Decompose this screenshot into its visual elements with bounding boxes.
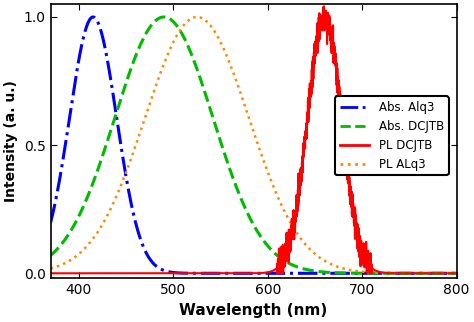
PL ALq3: [194, 15, 200, 19]
Abs. DCJTB: [112, 116, 118, 120]
Abs. DCJTB: [463, 271, 469, 275]
X-axis label: Wavelength (nm): Wavelength (nm): [180, 303, 328, 318]
PL ALq3: [87, 241, 92, 245]
Abs. Alq3: [455, 271, 461, 275]
PL ALq3: [409, 271, 415, 275]
Abs. DCJTB: [38, 260, 44, 264]
PL DCJTB: [463, 271, 469, 275]
Abs. Alq3: [409, 271, 415, 275]
Abs. Alq3: [112, 105, 118, 109]
Abs. Alq3: [463, 271, 469, 275]
PL DCJTB: [87, 271, 92, 275]
PL ALq3: [455, 271, 461, 275]
PL DCJTB: [455, 271, 461, 275]
PL DCJTB: [321, 5, 327, 8]
Line: PL DCJTB: PL DCJTB: [41, 6, 466, 273]
Line: Abs. DCJTB: Abs. DCJTB: [41, 17, 466, 273]
Abs. Alq3: [87, 18, 92, 22]
PL ALq3: [38, 269, 44, 272]
Abs. DCJTB: [87, 190, 92, 194]
Y-axis label: Intensity (a. u.): Intensity (a. u.): [4, 80, 18, 202]
Abs. Alq3: [220, 271, 226, 275]
Legend: Abs. Alq3, Abs. DCJTB, PL DCJTB, PL ALq3: Abs. Alq3, Abs. DCJTB, PL DCJTB, PL ALq3: [335, 96, 449, 175]
PL DCJTB: [201, 271, 207, 275]
Abs. DCJTB: [409, 271, 415, 275]
PL ALq3: [463, 271, 469, 275]
Abs. DCJTB: [220, 146, 226, 150]
Abs. DCJTB: [161, 15, 167, 19]
Abs. Alq3: [201, 271, 207, 275]
PL DCJTB: [219, 271, 225, 275]
PL DCJTB: [112, 271, 118, 275]
PL ALq3: [220, 44, 226, 48]
PL DCJTB: [38, 271, 44, 275]
Abs. DCJTB: [455, 271, 461, 275]
Abs. Alq3: [91, 15, 96, 19]
Line: PL ALq3: PL ALq3: [41, 17, 466, 273]
Line: Abs. Alq3: Abs. Alq3: [41, 17, 466, 273]
PL DCJTB: [274, 271, 280, 275]
PL ALq3: [201, 18, 207, 22]
PL DCJTB: [410, 271, 415, 275]
PL ALq3: [112, 198, 118, 202]
Abs. DCJTB: [201, 89, 207, 92]
Abs. Alq3: [38, 249, 44, 252]
